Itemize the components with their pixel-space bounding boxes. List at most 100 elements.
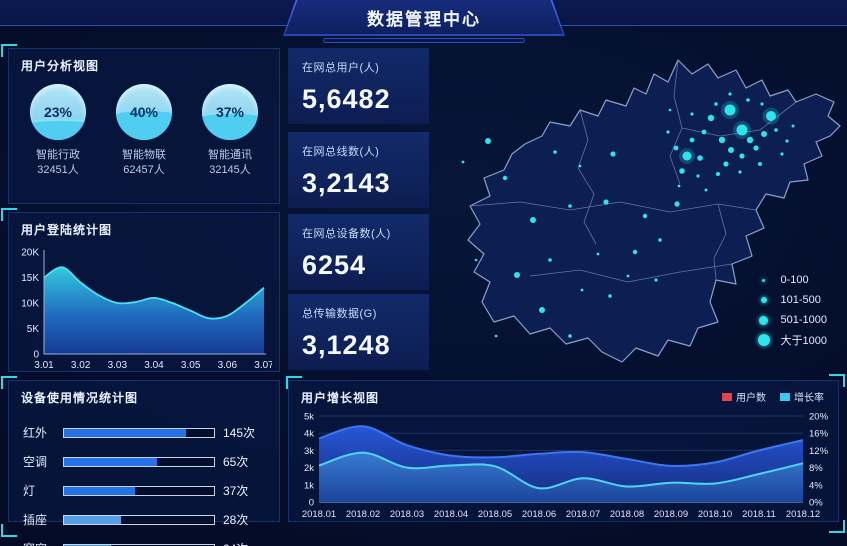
map-dot: [548, 258, 552, 262]
gauge-circle: 23%: [30, 84, 86, 140]
device-bar-row: 灯 37次: [23, 482, 265, 499]
device-bar-label: 灯: [23, 484, 36, 498]
device-bar-value: 65次: [223, 455, 249, 469]
map-dot: [723, 161, 729, 167]
map-outline: [467, 59, 841, 363]
stat-label: 在网总设备数(人): [302, 228, 391, 240]
map-dot: [704, 188, 708, 192]
svg-text:20K: 20K: [21, 248, 39, 259]
map-dot: [701, 129, 707, 135]
device-bar-row: 插座 28次: [23, 511, 265, 528]
map-legend-dot-icon: [755, 278, 773, 282]
bracket-icon: [286, 376, 302, 389]
legend-swatch-icon: [722, 392, 732, 401]
device-bar-value: 28次: [223, 513, 249, 527]
svg-text:8%: 8%: [809, 463, 823, 474]
device-bar-fill: [64, 515, 121, 524]
map-dot: [707, 114, 715, 122]
map-dot: [568, 334, 572, 338]
gauge-count: 32145人: [209, 164, 251, 177]
map-dot: [677, 184, 681, 188]
device-bar-track: [63, 514, 215, 525]
map-dot: [608, 294, 612, 298]
map-dot: [780, 152, 784, 156]
map-dot: [791, 124, 795, 128]
stat-value: 3,2143: [302, 168, 391, 198]
legend-label: 用户数: [736, 393, 766, 404]
map-legend-dot-icon: [755, 334, 773, 346]
device-bar-value: 145次: [223, 426, 256, 440]
map-dot: [714, 102, 718, 106]
device-bar-fill: [64, 428, 186, 437]
map-dot: [774, 128, 778, 132]
device-bar-label: 红外: [23, 426, 48, 440]
stat-card: 在网总用户(人) 5,6482: [288, 48, 429, 124]
legend-swatch-icon: [780, 392, 790, 401]
device-bar-fill: [64, 457, 157, 466]
map-dot: [739, 153, 745, 159]
svg-text:2018.01: 2018.01: [302, 509, 336, 520]
panel-title: 设备使用情况统计图: [21, 391, 139, 405]
map-dot: [642, 213, 648, 219]
device-bar-label: 空调: [23, 455, 48, 469]
map-dot: [785, 139, 789, 143]
bracket-icon: [1, 376, 17, 389]
gauge-label: 智能通讯: [208, 149, 252, 161]
map-legend-label: 101-500: [780, 294, 821, 306]
bracket-icon: [829, 374, 845, 387]
svg-text:3.01: 3.01: [34, 360, 54, 371]
svg-text:2018.08: 2018.08: [610, 509, 644, 520]
map-scatter-dots[interactable]: [461, 92, 795, 338]
svg-text:2018.11: 2018.11: [742, 509, 776, 520]
map-dot: [485, 138, 491, 144]
device-bar-fill: [64, 486, 135, 495]
stat-value: 6254: [302, 250, 367, 280]
svg-text:2k: 2k: [304, 463, 314, 474]
map-dot: [724, 104, 736, 116]
growth-area-chart: 0 1k 2k 3k 4k 5k 0% 4% 8% 12% 16% 20% 2018.01 2018.02…: [302, 412, 829, 521]
map-legend-label: 501-1000: [780, 314, 828, 326]
map-dot: [746, 136, 754, 144]
legend-item[interactable]: 增长率: [780, 389, 824, 404]
svg-text:3.02: 3.02: [71, 360, 91, 371]
gauge-percent-value: 23%: [43, 104, 73, 120]
svg-text:16%: 16%: [809, 429, 829, 440]
svg-text:2018.12: 2018.12: [786, 509, 820, 520]
device-bar-row: 红外 145次: [23, 424, 265, 441]
device-bar-value: 24次: [223, 540, 265, 546]
map-dot: [553, 150, 557, 154]
device-bar-track: [63, 543, 215, 546]
svg-text:3.03: 3.03: [108, 360, 128, 371]
bracket-icon: [1, 208, 17, 221]
map-dot: [758, 162, 762, 166]
device-bar-value: 37次: [223, 484, 249, 498]
svg-text:3k: 3k: [304, 446, 314, 457]
svg-text:1k: 1k: [304, 480, 314, 491]
map-dot: [596, 252, 600, 256]
map-dot: [668, 108, 672, 112]
svg-text:2018.06: 2018.06: [522, 509, 556, 520]
map-legend: 0-100 101-500 501-1000 大于1000: [755, 270, 828, 350]
map-legend-dot-icon: [755, 315, 773, 325]
gauge-count: 62457人: [123, 164, 165, 177]
map-legend-label: 0-100: [780, 274, 809, 286]
stat-label: 在网总线数(人): [302, 146, 380, 158]
map-dot: [474, 258, 478, 262]
svg-text:3.06: 3.06: [218, 360, 238, 371]
map-dot: [674, 201, 680, 207]
panel-title: 用户分析视图: [21, 59, 100, 73]
liquid-gauge: 37% 智能通讯 32145人: [190, 84, 270, 179]
device-bar-track: [63, 427, 215, 438]
map-legend-item: 大于1000: [755, 330, 828, 350]
svg-text:2018.07: 2018.07: [566, 509, 600, 520]
map-dot: [494, 334, 498, 338]
gauge-circle: 37%: [202, 84, 258, 140]
map-legend-item: 101-500: [755, 290, 828, 310]
svg-text:2018.02: 2018.02: [346, 509, 380, 520]
legend-item[interactable]: 用户数: [722, 389, 766, 404]
map-dot: [514, 272, 520, 278]
gauge-liquid: [30, 118, 86, 140]
map-dot: [761, 131, 767, 137]
svg-text:0: 0: [33, 350, 39, 361]
gauge-group: 23% 智能行政 32451人 40% 智能物联 62457人 37% 智能通讯 32145人: [9, 78, 279, 179]
